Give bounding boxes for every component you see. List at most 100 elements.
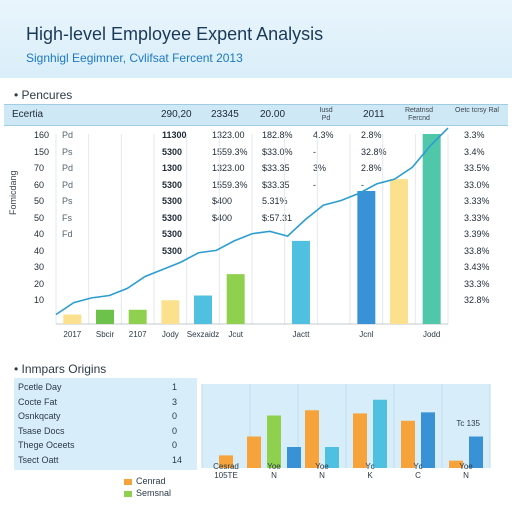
table-header-cell: 20.00 <box>260 109 286 120</box>
x-tick-label: Yc <box>413 462 422 471</box>
x-tick-label: Yc <box>365 462 374 471</box>
secondary-row-value: 0 <box>172 425 178 436</box>
table-cell: 1300 <box>162 163 183 173</box>
table-header-cell: Oetc tcrsy Ral <box>455 107 499 114</box>
bar <box>390 179 408 324</box>
table-cell: 3.33% <box>464 196 490 206</box>
bar <box>325 447 339 468</box>
table-cell: 32.8% <box>464 295 490 305</box>
table-cell: 4.3% <box>313 130 334 140</box>
bar <box>96 309 114 324</box>
secondary-table: Pcetle Day 1 Cocte Fat 3 Osnkqcaty 0 Tsase Doc… <box>14 378 197 470</box>
bar <box>226 274 245 324</box>
page-title: High-level Employee Expent Analysis <box>26 24 324 44</box>
bullet-icon: • <box>14 88 22 102</box>
secondary-row-label: Thege Oceets <box>18 440 75 450</box>
x-tick-label: 2017 <box>63 330 81 339</box>
secondary-row-label: Tsase Docs <box>18 425 65 436</box>
secondary-row-label: Pcetle Day <box>18 382 62 392</box>
bar <box>469 436 483 468</box>
x-tick-label: K <box>367 471 373 478</box>
table-cell: 33.3% <box>464 278 490 289</box>
table-cell: 5300 <box>162 196 183 206</box>
table-cell: 3.33% <box>464 212 490 223</box>
secondary-legend: Cenrad Semsnal <box>124 476 171 498</box>
x-tick-label: Cesrad <box>213 462 239 471</box>
bar <box>401 420 415 468</box>
x-tick-label: C <box>415 471 421 478</box>
x-tick-label: Sexzaidz <box>187 330 219 339</box>
bar <box>161 300 180 324</box>
x-tick-label: Yoe <box>315 462 329 471</box>
table-cell: $:57.31 <box>262 212 293 223</box>
bar <box>305 410 319 468</box>
table-cell: 5300 <box>162 245 183 256</box>
table-cell: Pd <box>62 130 74 140</box>
table-cell: 33.0% <box>464 179 490 190</box>
x-tick-label: Jactt <box>293 330 311 339</box>
x-tick-label: Jody <box>162 330 179 339</box>
table-cell: 33.5% <box>464 163 490 173</box>
table-cell: 5300 <box>162 229 183 239</box>
table-cell: 5300 <box>162 212 183 223</box>
table-cell: $33.35 <box>262 163 290 173</box>
bar <box>287 447 301 468</box>
secondary-row-value: 14 <box>172 454 183 465</box>
bar <box>421 412 435 468</box>
x-tick-label: N <box>463 471 469 478</box>
x-tick-label: 2107 <box>129 330 147 339</box>
x-tick-label: N <box>319 471 325 478</box>
table-cell: 11300 <box>162 130 187 140</box>
legend-swatch <box>124 478 132 485</box>
legend-item: Cenrad <box>124 476 171 486</box>
table-cell: 1559.3% <box>212 146 248 157</box>
bar <box>194 295 212 324</box>
table-header-cell: 290,20 <box>161 109 192 120</box>
chart-annotation: Tc 135 <box>456 419 480 428</box>
table-cell: 32.8% <box>361 146 387 157</box>
table-cell: 2.8% <box>361 130 382 140</box>
table-cell: $33.35 <box>262 179 290 190</box>
table-cell: Pd <box>62 179 74 190</box>
header-banner: High-level Employee Expent Analysis Sign… <box>0 0 512 78</box>
table-cell: - <box>313 146 316 157</box>
secondary-row-label: Osnkqcaty <box>18 411 61 421</box>
x-tick-label: Sbcir <box>96 330 115 339</box>
bar <box>63 314 82 324</box>
table-cell: 3.4% <box>464 146 485 157</box>
section-label-top: • Pencures <box>14 88 73 102</box>
table-header-cell: Ecertia <box>12 109 44 120</box>
table-cell: 3.3% <box>464 130 485 140</box>
secondary-row-label: Cocte Fat <box>18 396 58 407</box>
table-cell: 3.39% <box>464 229 490 239</box>
table-cell: 40 <box>34 245 45 256</box>
secondary-row-value: 1 <box>172 382 178 392</box>
secondary-row-label: Tsect Oatt <box>18 454 59 465</box>
x-tick-label: 105TE <box>214 471 238 478</box>
table-cell: 5.31% <box>262 196 288 206</box>
table-cell: 150 <box>34 146 50 157</box>
page-subtitle: Signhigl Eegimner, Cvlifsat Fercent 2013 <box>26 51 243 65</box>
table-cell: 1559.3% <box>212 179 248 190</box>
table-cell: $33.0% <box>262 146 293 157</box>
table-header-cell: 23345 <box>211 109 239 120</box>
table-cell: Ps <box>62 146 73 157</box>
bar <box>128 309 147 324</box>
table-cell: 182.8% <box>262 130 293 140</box>
trend-line <box>55 127 449 316</box>
secondary-row-value: 0 <box>172 411 178 421</box>
table-cell: 70 <box>34 163 45 173</box>
table-cell: 20 <box>34 278 45 289</box>
bar <box>292 240 310 324</box>
table-cell: 1323.00 <box>212 163 245 173</box>
legend-item: Semsnal <box>124 488 171 498</box>
table-cell: - <box>313 179 316 190</box>
table-cell: 33.8% <box>464 245 490 256</box>
bar <box>373 399 387 468</box>
table-cell: - <box>361 179 364 190</box>
legend-swatch <box>124 490 132 497</box>
bar <box>449 460 463 468</box>
bar <box>247 436 261 468</box>
table-cell: Fd <box>62 229 73 239</box>
